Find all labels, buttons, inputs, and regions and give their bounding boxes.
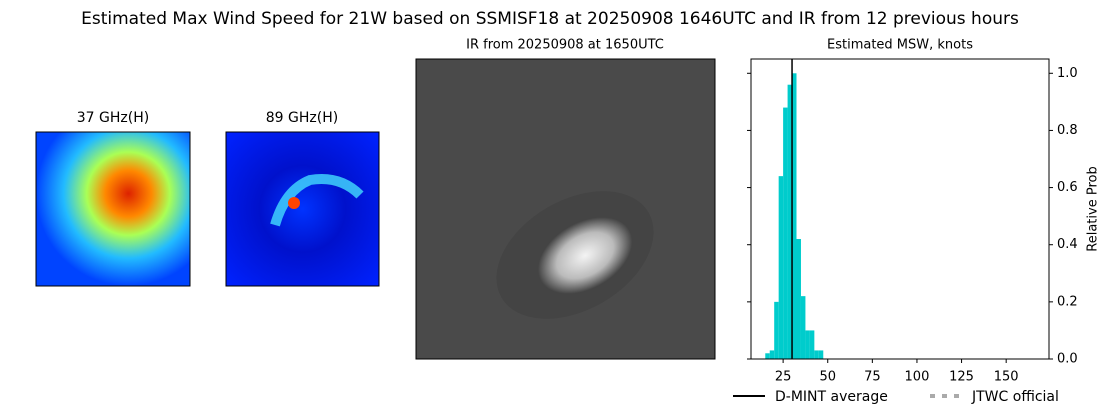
legend-label: D-MINT average: [775, 389, 888, 405]
image-89ghz: [226, 132, 379, 286]
image-37ghz: [36, 132, 190, 286]
y-tick-label: 0.0: [1057, 352, 1078, 367]
y-tick-label: 0.4: [1057, 237, 1078, 252]
panel-title: 37 GHz(H): [77, 110, 149, 126]
bar: [810, 330, 814, 359]
y-tick-label: 0.6: [1057, 180, 1078, 195]
x-tick-label: 150: [994, 370, 1019, 385]
bar: [783, 108, 787, 359]
chart-title: Estimated MSW, knots: [827, 38, 973, 53]
x-tick-label: 25: [775, 370, 792, 385]
legend-label: JTWC official: [971, 389, 1059, 405]
bar: [774, 302, 778, 359]
image-feature: [288, 197, 300, 209]
bar: [819, 350, 823, 359]
figure-title: Estimated Max Wind Speed for 21W based o…: [81, 9, 1019, 29]
bar: [770, 350, 774, 359]
x-tick-label: 50: [819, 370, 836, 385]
bar: [805, 330, 809, 359]
bar: [797, 239, 801, 359]
y-tick-label: 0.8: [1057, 123, 1078, 138]
y-axis-label: Relative Prob: [1086, 166, 1100, 251]
panel-title: 89 GHz(H): [266, 110, 338, 126]
y-tick-label: 1.0: [1057, 66, 1078, 81]
y-tick-label: 0.2: [1057, 294, 1078, 309]
x-tick-label: 100: [905, 370, 930, 385]
panel-title: IR from 20250908 at 1650UTC: [466, 38, 664, 53]
bar: [765, 353, 769, 359]
bar: [779, 176, 783, 359]
x-tick-label: 125: [949, 370, 974, 385]
bar: [801, 296, 805, 359]
bar: [814, 350, 818, 359]
x-tick-label: 75: [864, 370, 881, 385]
